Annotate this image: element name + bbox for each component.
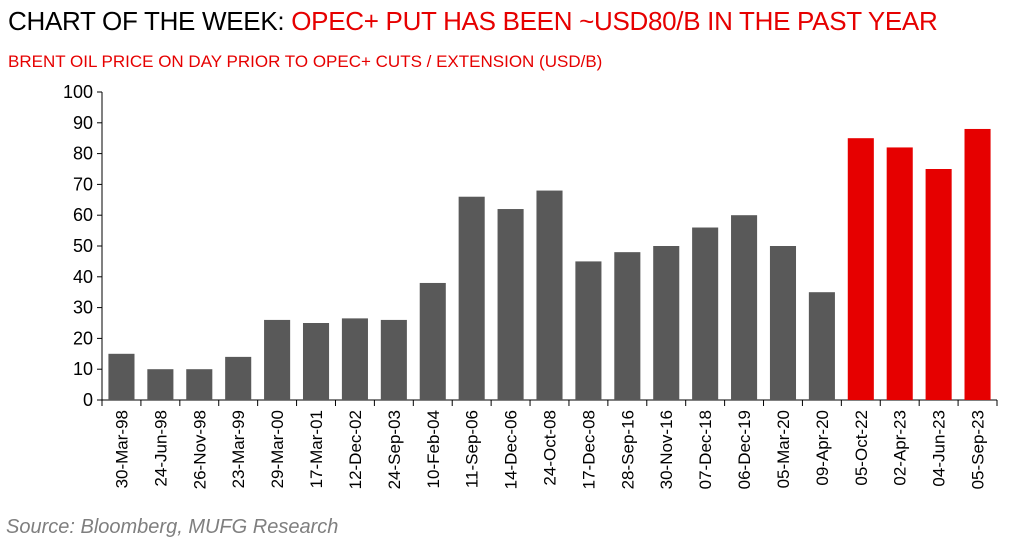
bar xyxy=(419,282,446,400)
bar xyxy=(147,369,174,400)
bar xyxy=(808,292,835,400)
title-prefix: CHART OF THE WEEK: xyxy=(8,6,292,36)
bar xyxy=(341,318,368,400)
bar xyxy=(264,319,291,400)
x-tick-label: 24-Sep-03 xyxy=(385,410,404,489)
y-tick-label: 100 xyxy=(63,82,93,102)
x-tick-label: 04-Jun-23 xyxy=(930,410,949,487)
bar xyxy=(731,215,758,400)
x-tick-label: 28-Sep-16 xyxy=(618,410,637,489)
y-tick-label: 80 xyxy=(73,144,93,164)
bar xyxy=(536,190,563,400)
chart-subtitle: BRENT OIL PRICE ON DAY PRIOR TO OPEC+ CU… xyxy=(8,52,603,71)
bar xyxy=(225,356,252,400)
bar xyxy=(769,246,797,400)
y-tick-label: 90 xyxy=(73,113,93,133)
y-tick-label: 30 xyxy=(73,298,93,318)
x-tick-label: 26-Nov-98 xyxy=(190,410,209,489)
bar xyxy=(497,209,524,400)
bar xyxy=(302,323,330,400)
x-tick-label: 17-Dec-08 xyxy=(579,410,598,489)
x-tick-label: 29-Mar-00 xyxy=(268,410,287,488)
bar xyxy=(108,353,135,400)
x-tick-label: 09-Apr-20 xyxy=(813,410,832,486)
y-tick-label: 50 xyxy=(73,236,93,256)
x-tick-label: 12-Dec-02 xyxy=(346,410,365,489)
bar xyxy=(380,319,407,400)
x-tick-label: 24-Oct-08 xyxy=(541,410,560,486)
x-tick-label: 05-Sep-23 xyxy=(969,410,988,489)
x-tick-label: 11-Sep-06 xyxy=(463,410,482,488)
y-tick-label: 70 xyxy=(73,174,93,194)
bar xyxy=(692,227,719,400)
y-tick-label: 40 xyxy=(73,267,93,287)
x-tick-label: 17-Mar-01 xyxy=(307,410,326,488)
bar xyxy=(614,252,641,400)
bar xyxy=(925,169,952,400)
bar xyxy=(964,128,991,400)
source-note: Source: Bloomberg, MUFG Research xyxy=(6,516,339,538)
bar xyxy=(458,196,485,400)
y-tick-label: 0 xyxy=(83,390,93,410)
y-tick-label: 60 xyxy=(73,205,93,225)
bar xyxy=(886,147,913,400)
bar xyxy=(186,369,213,400)
bar xyxy=(847,138,874,400)
x-tick-label: 07-Dec-18 xyxy=(696,410,715,489)
x-tick-label: 06-Dec-19 xyxy=(735,410,754,489)
x-tick-label: 14-Dec-06 xyxy=(502,410,521,489)
bar xyxy=(653,246,680,400)
x-tick-label: 10-Feb-04 xyxy=(424,410,443,488)
x-tick-label: 30-Mar-98 xyxy=(112,410,131,488)
bar xyxy=(575,261,602,400)
y-tick-label: 10 xyxy=(73,359,93,379)
x-tick-label: 02-Apr-23 xyxy=(891,410,910,486)
x-tick-label: 24-Jun-98 xyxy=(151,410,170,487)
x-tick-label: 23-Mar-99 xyxy=(229,410,248,488)
x-tick-label: 30-Nov-16 xyxy=(657,410,676,489)
y-tick-label: 20 xyxy=(73,328,93,348)
title-highlight: OPEC+ PUT HAS BEEN ~USD80/B IN THE PAST … xyxy=(291,6,938,36)
chart-title: CHART OF THE WEEK: OPEC+ PUT HAS BEEN ~U… xyxy=(8,6,938,37)
x-tick-label: 05-Oct-22 xyxy=(852,410,871,486)
x-tick-label: 05-Mar-20 xyxy=(774,410,793,488)
